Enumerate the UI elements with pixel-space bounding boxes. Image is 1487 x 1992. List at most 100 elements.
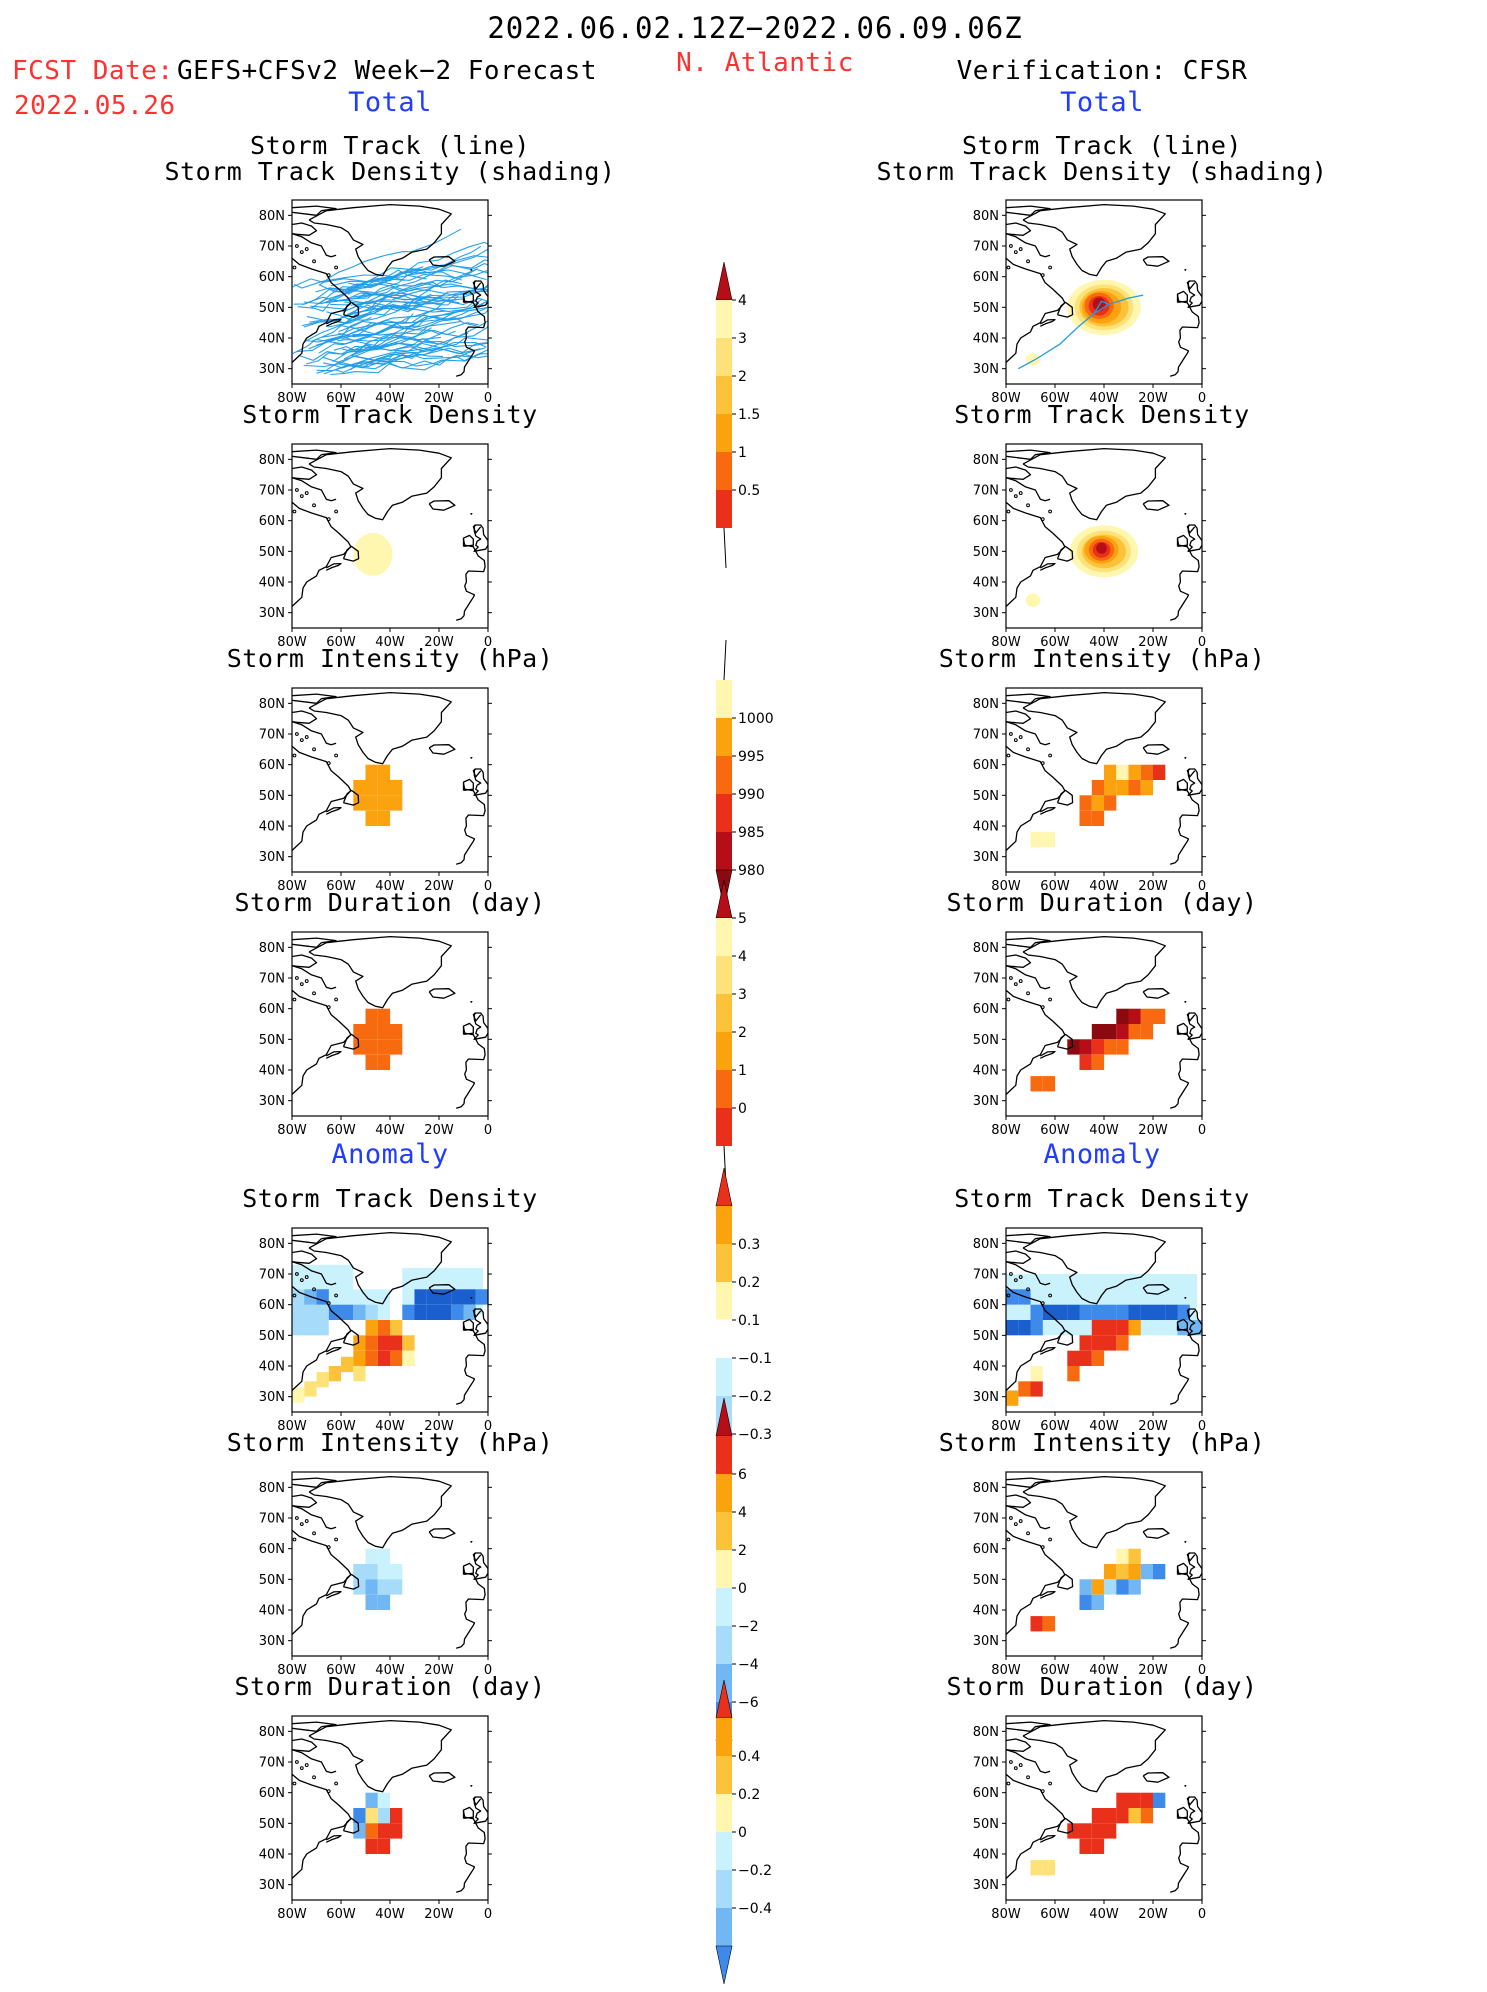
lat-tick-label: 80N [259, 1481, 285, 1496]
lon-tick-label: 40W [1089, 391, 1119, 406]
lon-tick-label: 0 [484, 1123, 492, 1138]
lon-tick-label: 0 [1198, 1123, 1206, 1138]
lat-tick-label: 60N [973, 1786, 999, 1801]
lon-tick-label: 40W [375, 1907, 405, 1922]
section-total-left: Total [348, 87, 432, 118]
colorbar-tick-label: −0.1 [738, 1351, 772, 1367]
title-track-shading-right: Storm Track Density (shading) [876, 157, 1328, 186]
lon-tick-label: 80W [277, 879, 307, 894]
region-label: N. Atlantic [676, 48, 854, 78]
lon-tick-label: 20W [1138, 1419, 1168, 1434]
lon-tick-label: 60W [1040, 1419, 1070, 1434]
map-anom-density-forecast: 80N 70N 60N 50N 40N 30N 80W 60W 40W 20W 0 [259, 1227, 492, 1434]
colorbar-tick-label: 1.5 [738, 407, 760, 423]
lon-tick-label: 80W [277, 1663, 307, 1678]
colorbar-duration-total: 5 4 3 2 1 0 [715, 879, 786, 1194]
lat-tick-label: 70N [259, 484, 285, 499]
lon-tick-label: 20W [424, 1419, 454, 1434]
model-name: GEFS+CFSv2 Week−2 Forecast [177, 56, 597, 86]
colorbar-tick-label: −2 [738, 1619, 759, 1635]
title-density-right: Storm Track Density [954, 400, 1250, 429]
lat-tick-label: 50N [259, 1033, 285, 1048]
colorbar-tick-label: 0 [738, 1825, 747, 1841]
map-plot: 80N 70N 60N 50N 40N 30N 80W 60W 40W 20W 0 [973, 199, 1206, 406]
lat-tick-label: 80N [973, 1725, 999, 1740]
lon-tick-label: 20W [1138, 1907, 1168, 1922]
lat-tick-label: 50N [973, 1817, 999, 1832]
lat-tick-label: 40N [973, 1848, 999, 1863]
colorbar-intensity-total: 1000 995 990 985 980 [715, 639, 786, 916]
title-track-shading-left: Storm Track Density (shading) [164, 157, 616, 186]
lon-tick-label: 60W [326, 391, 356, 406]
lat-tick-label: 70N [259, 240, 285, 255]
colorbar-tick-label: 4 [738, 293, 747, 309]
lat-tick-label: 40N [259, 820, 285, 835]
lat-tick-label: 30N [973, 1878, 999, 1893]
lon-tick-label: 40W [1089, 1663, 1119, 1678]
colorbar-tick-label: 990 [738, 787, 765, 803]
colorbar-svg: 4 3 2 1.5 1 0.5 [715, 261, 760, 569]
colorbar-tick-label: 6 [738, 1467, 747, 1483]
lon-tick-label: 40W [375, 391, 405, 406]
lat-tick-label: 30N [973, 1390, 999, 1405]
colorbar-tick-label: 0.2 [738, 1787, 760, 1803]
lat-tick-label: 50N [259, 1817, 285, 1832]
colorbar-tick-label: 0 [738, 1101, 747, 1117]
title-anom-intensity-right: Storm Intensity (hPa) [938, 1428, 1266, 1457]
colorbar-svg: 1000 995 990 985 980 [715, 639, 774, 909]
lat-tick-label: 50N [259, 545, 285, 560]
lat-tick-label: 50N [973, 301, 999, 316]
lat-tick-label: 60N [973, 270, 999, 285]
lon-tick-label: 0 [484, 1663, 492, 1678]
map-plot: 80N 70N 60N 50N 40N 30N 80W 60W 40W 20W 0 [259, 1227, 492, 1434]
colorbar-tick-label: 0.3 [738, 1237, 760, 1253]
lon-tick-label: 40W [375, 635, 405, 650]
map-density-forecast: 80N 70N 60N 50N 40N 30N 80W 60W 40W 20W 0 [259, 443, 492, 650]
map-plot: 80N 70N 60N 50N 40N 30N 80W 60W 40W 20W 0 [259, 687, 492, 894]
title-anom-duration-right: Storm Duration (day) [946, 1672, 1258, 1701]
lon-tick-label: 0 [1198, 635, 1206, 650]
title-anom-duration-left: Storm Duration (day) [234, 1672, 546, 1701]
lat-tick-label: 40N [259, 1848, 285, 1863]
lat-tick-label: 50N [973, 1033, 999, 1048]
colorbar-tick-label: −0.3 [738, 1427, 772, 1443]
lat-tick-label: 60N [259, 1542, 285, 1557]
map-plot: 80N 70N 60N 50N 40N 30N 80W 60W 40W 20W 0 [973, 687, 1206, 894]
colorbar-svg: 5 4 3 2 1 0 [715, 879, 747, 1187]
map-anom-duration-verification: 80N 70N 60N 50N 40N 30N 80W 60W 40W 20W 0 [973, 1715, 1206, 1922]
map-track-verification: 80N 70N 60N 50N 40N 30N 80W 60W 40W 20W 0 [973, 199, 1206, 406]
map-plot: 80N 70N 60N 50N 40N 30N 80W 60W 40W 20W 0 [259, 931, 492, 1138]
lon-tick-label: 20W [1138, 391, 1168, 406]
map-anom-density-verification: 80N 70N 60N 50N 40N 30N 80W 60W 40W 20W 0 [973, 1227, 1206, 1434]
lat-tick-label: 50N [259, 1329, 285, 1344]
lon-tick-label: 80W [277, 391, 307, 406]
title-intensity-left: Storm Intensity (hPa) [226, 644, 554, 673]
lon-tick-label: 0 [1198, 1907, 1206, 1922]
lat-tick-label: 40N [259, 1064, 285, 1079]
lat-tick-label: 60N [973, 514, 999, 529]
lat-tick-label: 80N [259, 1725, 285, 1740]
lon-tick-label: 60W [326, 1123, 356, 1138]
lon-tick-label: 40W [375, 1123, 405, 1138]
lon-tick-label: 60W [1040, 1907, 1070, 1922]
lon-tick-label: 60W [1040, 1123, 1070, 1138]
colorbar-svg: 0.4 0.2 0 −0.2 −0.4 [715, 1679, 772, 1985]
map-intensity-forecast: 80N 70N 60N 50N 40N 30N 80W 60W 40W 20W 0 [259, 687, 492, 894]
section-anomaly-left: Anomaly [331, 1139, 449, 1170]
lat-tick-label: 60N [973, 1298, 999, 1313]
map-plot: 80N 70N 60N 50N 40N 30N 80W 60W 40W 20W 0 [973, 931, 1206, 1138]
fcst-date-label: FCST Date: [12, 56, 174, 86]
lat-tick-label: 50N [973, 1573, 999, 1588]
lon-tick-label: 40W [375, 1419, 405, 1434]
lat-tick-label: 50N [259, 301, 285, 316]
lon-tick-label: 80W [991, 391, 1021, 406]
map-track-forecast: 80N 70N 60N 50N 40N 30N 80W 60W 40W 20W 0 [259, 199, 492, 406]
lat-tick-label: 50N [259, 1573, 285, 1588]
section-anomaly-right: Anomaly [1043, 1139, 1161, 1170]
lat-tick-label: 30N [973, 606, 999, 621]
map-anom-intensity-verification: 80N 70N 60N 50N 40N 30N 80W 60W 40W 20W 0 [973, 1471, 1206, 1678]
lat-tick-label: 70N [973, 1268, 999, 1283]
lat-tick-label: 60N [259, 514, 285, 529]
colorbar-tick-label: 3 [738, 987, 747, 1003]
map-plot: 80N 70N 60N 50N 40N 30N 80W 60W 40W 20W 0 [259, 1471, 492, 1678]
